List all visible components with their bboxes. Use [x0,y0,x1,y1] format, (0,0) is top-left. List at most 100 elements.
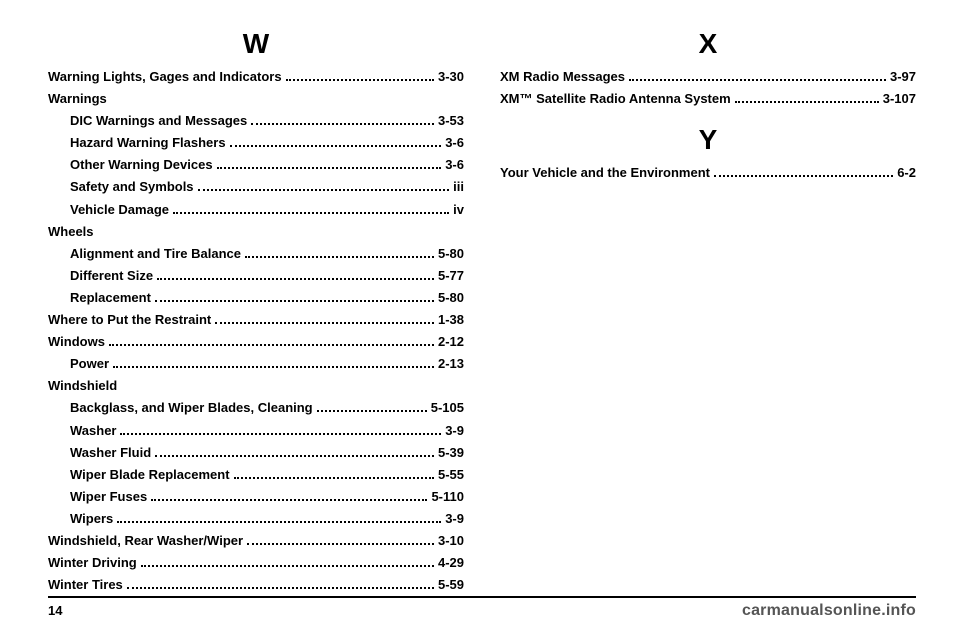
index-entry-page: 5-39 [438,442,464,464]
index-entry: Windows2-12 [48,331,464,353]
dot-leader [155,455,434,457]
index-entry-page: 5-77 [438,265,464,287]
index-entry: Washer 3-9 [48,420,464,442]
section-letter-x: X [500,28,916,60]
index-entry-label: Safety and Symbols [70,176,194,198]
index-entry-label: XM™ Satellite Radio Antenna System [500,88,731,110]
index-entry-page: 3-6 [445,132,464,154]
index-entry: Safety and Symbols iii [48,176,464,198]
index-entry-page: 3-53 [438,110,464,132]
index-entry: Wiper Blade Replacement 5-55 [48,464,464,486]
index-entry: Wiper Fuses 5-110 [48,486,464,508]
index-entry-page: 5-110 [431,486,464,508]
page-footer: 14 carmanualsonline.info [48,596,916,620]
index-entry: XM™ Satellite Radio Antenna System 3-107 [500,88,916,110]
index-entry-label: Wipers [70,508,113,530]
dot-leader [629,79,886,81]
index-entry-page: 3-107 [883,88,916,110]
index-entry-label: Washer Fluid [70,442,151,464]
index-entry-label: Other Warning Devices [70,154,213,176]
index-entry-page: 6-2 [897,162,916,184]
index-entry: Wipers 3-9 [48,508,464,530]
page-number: 14 [48,603,62,618]
index-entry-label: XM Radio Messages [500,66,625,88]
index-entry-page: 5-80 [438,287,464,309]
index-entry-label: Alignment and Tire Balance [70,243,241,265]
index-entry-page: 3-9 [445,420,464,442]
index-entry-label: Winter Tires [48,574,123,596]
left-column: W Warning Lights, Gages and Indicators 3-… [48,28,464,596]
dot-leader [109,344,434,346]
index-entry-label: Wiper Fuses [70,486,147,508]
dot-leader [230,145,442,147]
index-entry-page: 5-80 [438,243,464,265]
index-entry: Warning Lights, Gages and Indicators 3-30 [48,66,464,88]
footer-row: 14 carmanualsonline.info [48,602,916,620]
index-entry-page: 5-105 [431,397,464,419]
index-entry-page: 3-97 [890,66,916,88]
index-heading: Windshield [48,375,464,397]
footer-rule [48,596,916,598]
index-entry-page: iv [453,199,464,221]
index-entry: Backglass, and Wiper Blades, Cleaning 5-1… [48,397,464,419]
dot-leader [113,366,434,368]
dot-leader [247,543,434,545]
index-entry-label: Wiper Blade Replacement [70,464,230,486]
index-entry-label: Power [70,353,109,375]
left-entries: Warning Lights, Gages and Indicators 3-30… [48,66,464,596]
index-entry-page: 1-38 [438,309,464,331]
section-letter-w: W [48,28,464,60]
index-entry-label: Windshield, Rear Washer/Wiper [48,530,243,552]
index-entry-label: Backglass, and Wiper Blades, Cleaning [70,397,313,419]
dot-leader [117,521,441,523]
dot-leader [245,256,434,258]
index-entry-page: 3-10 [438,530,464,552]
index-entry-page: iii [453,176,464,198]
index-entry: Hazard Warning Flashers 3-6 [48,132,464,154]
index-entry-label: Hazard Warning Flashers [70,132,226,154]
index-entry-label: Windows [48,331,105,353]
watermark-text: carmanualsonline.info [742,602,916,620]
index-entry-page: 2-13 [438,353,464,375]
index-entry: Where to Put the Restraint1-38 [48,309,464,331]
index-entry-page: 5-59 [438,574,464,596]
index-entry-page: 3-9 [445,508,464,530]
right-column: XXM Radio Messages3-97XM™ Satellite Radi… [500,28,916,596]
index-entry-label: DIC Warnings and Messages [70,110,247,132]
index-entry: Windshield, Rear Washer/Wiper 3-10 [48,530,464,552]
index-entry-label: Replacement [70,287,151,309]
index-entry-label: Washer [70,420,116,442]
dot-leader [234,477,434,479]
dot-leader [198,189,450,191]
index-entry-page: 3-6 [445,154,464,176]
dot-leader [215,322,434,324]
index-entry-label: Warning Lights, Gages and Indicators [48,66,282,88]
dot-leader [155,300,434,302]
index-heading: Wheels [48,221,464,243]
two-column-layout: W Warning Lights, Gages and Indicators 3-… [48,28,916,596]
dot-leader [317,410,427,412]
index-entry: DIC Warnings and Messages 3-53 [48,110,464,132]
dot-leader [735,101,879,103]
dot-leader [217,167,442,169]
section-spacer [500,110,916,124]
dot-leader [151,499,427,501]
section-letter-y: Y [500,124,916,156]
dot-leader [120,433,441,435]
dot-leader [141,565,434,567]
index-entry-label: Your Vehicle and the Environment [500,162,710,184]
index-entry: Washer Fluid 5-39 [48,442,464,464]
dot-leader [127,587,434,589]
index-entry: Different Size 5-77 [48,265,464,287]
index-entry: Replacement 5-80 [48,287,464,309]
index-entry-label: Winter Driving [48,552,137,574]
index-entry-page: 5-55 [438,464,464,486]
manual-index-page: W Warning Lights, Gages and Indicators 3-… [0,0,960,640]
dot-leader [714,175,893,177]
index-entry: Other Warning Devices 3-6 [48,154,464,176]
index-entry: Winter Tires 5-59 [48,574,464,596]
index-entry: Power 2-13 [48,353,464,375]
index-entry-label: Different Size [70,265,153,287]
index-entry-page: 3-30 [438,66,464,88]
index-entry-label: Vehicle Damage [70,199,169,221]
